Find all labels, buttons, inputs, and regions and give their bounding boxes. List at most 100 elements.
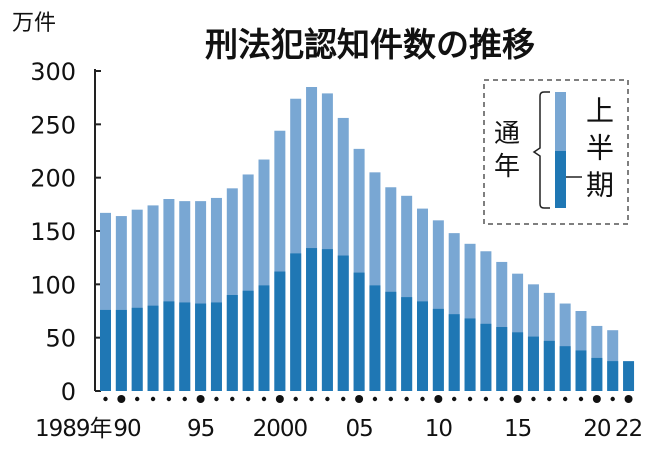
bar-annual bbox=[385, 187, 397, 391]
x-tick-dot bbox=[531, 396, 536, 402]
bar-annual bbox=[369, 172, 381, 391]
bar-annual bbox=[448, 233, 460, 391]
bar-half bbox=[306, 248, 318, 391]
bar-annual bbox=[321, 93, 333, 392]
x-tick-dot bbox=[592, 395, 601, 403]
bar-annual bbox=[131, 209, 143, 391]
bar-half bbox=[321, 249, 333, 391]
legend-annual-label: 通年 bbox=[494, 119, 520, 182]
bar-half bbox=[464, 318, 476, 391]
bar-annual bbox=[242, 174, 254, 391]
bar-half bbox=[147, 305, 159, 391]
bar-half bbox=[496, 327, 508, 391]
x-tick-dot bbox=[624, 395, 633, 403]
bar-annual bbox=[417, 208, 428, 391]
x-tick-dot bbox=[388, 396, 393, 402]
x-tick-dot bbox=[325, 396, 330, 402]
x-tick-dot bbox=[404, 396, 409, 402]
bar-half bbox=[512, 332, 524, 391]
x-tick-dot bbox=[261, 396, 267, 402]
x-tick-dot bbox=[420, 396, 425, 402]
bar-half bbox=[448, 314, 460, 391]
x-tick-label: 10 bbox=[425, 416, 453, 442]
x-tick-dot bbox=[562, 396, 568, 402]
bar-half bbox=[401, 297, 413, 391]
x-tick-dot bbox=[293, 396, 298, 402]
bar-annual bbox=[337, 117, 349, 391]
x-tick-dot bbox=[275, 395, 284, 403]
x-tick-label: 15 bbox=[504, 416, 531, 442]
x-tick-label: 05 bbox=[345, 416, 372, 442]
x-tick-label: 22 bbox=[615, 416, 642, 442]
x-tick-dot bbox=[355, 395, 364, 403]
x-tick-dot bbox=[483, 396, 489, 402]
x-tick-dot bbox=[610, 396, 615, 402]
x-tick-dot bbox=[196, 395, 205, 403]
bar-half bbox=[274, 271, 286, 391]
bar-half bbox=[226, 295, 238, 391]
x-tick-dot bbox=[578, 396, 584, 402]
x-tick-dot bbox=[434, 395, 443, 403]
bar-half bbox=[607, 361, 619, 391]
bar-annual bbox=[179, 201, 191, 391]
bar-half bbox=[115, 309, 127, 391]
x-tick-dot bbox=[103, 396, 108, 402]
bar-annual bbox=[512, 273, 524, 391]
legend-half-label: 上半期 bbox=[582, 96, 615, 207]
bar-annual bbox=[480, 251, 492, 391]
bar-annual bbox=[195, 201, 207, 391]
bar-annual bbox=[290, 98, 302, 391]
x-tick-dot bbox=[513, 395, 522, 403]
x-tick-dot bbox=[166, 396, 172, 402]
legend-brace bbox=[532, 91, 550, 209]
x-tick-dot bbox=[372, 396, 378, 402]
bar-half bbox=[591, 357, 603, 391]
bar-half bbox=[480, 323, 492, 391]
bar-half bbox=[353, 272, 365, 391]
y-tick-label: 200 bbox=[30, 165, 76, 193]
x-tick-label: 20 bbox=[583, 416, 611, 442]
y-axis: 0 50 100 150 200 250 300 bbox=[30, 58, 101, 406]
y-tick-label: 150 bbox=[30, 218, 76, 246]
bar-annual bbox=[163, 199, 175, 391]
bar-half bbox=[179, 302, 191, 391]
x-tick-dot bbox=[150, 396, 156, 402]
bar-annual bbox=[432, 220, 444, 391]
x-tick-dot bbox=[117, 395, 126, 403]
bar-annual bbox=[607, 330, 619, 391]
bar-annual bbox=[115, 216, 127, 391]
x-tick-label: 2000 bbox=[253, 416, 308, 442]
x-tick-label: 90 bbox=[113, 416, 141, 442]
x-tick-dot bbox=[309, 396, 314, 402]
bar-annual bbox=[353, 148, 365, 391]
bar-half bbox=[258, 285, 270, 391]
bar-half bbox=[337, 255, 349, 391]
bar-annual bbox=[464, 243, 476, 391]
bar-half bbox=[559, 346, 571, 391]
x-tick-dot bbox=[245, 396, 251, 402]
y-tick-label: 100 bbox=[30, 271, 76, 299]
x-tick-dot bbox=[467, 396, 473, 402]
x-tick-dot bbox=[452, 396, 457, 402]
y-unit-label: 万件 bbox=[12, 11, 56, 36]
bar-half bbox=[432, 308, 444, 391]
bar-half bbox=[290, 253, 302, 391]
x-tick-dot bbox=[182, 396, 187, 402]
bar-annual bbox=[226, 188, 238, 391]
bar-half bbox=[575, 350, 587, 391]
bar-half bbox=[527, 336, 539, 391]
x-tick-dot bbox=[214, 396, 219, 402]
y-tick-label: 0 bbox=[61, 378, 76, 406]
x-tick-dot bbox=[499, 396, 504, 402]
bar-half bbox=[242, 290, 254, 391]
x-axis: 1989年 90 95 2000 05 10 15 20 22 bbox=[35, 395, 643, 442]
x-tick-dot bbox=[230, 396, 235, 402]
bar-annual bbox=[306, 87, 318, 391]
x-tick-label: 95 bbox=[187, 416, 214, 442]
y-tick-label: 250 bbox=[30, 111, 76, 139]
x-tick-label: 1989年 bbox=[35, 416, 112, 442]
bar-half bbox=[195, 303, 207, 391]
bar-annual bbox=[100, 212, 111, 391]
